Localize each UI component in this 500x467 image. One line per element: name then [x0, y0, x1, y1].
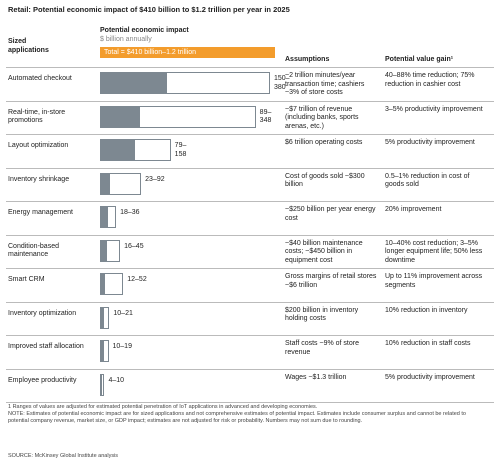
header-gain: Potential value gain¹: [385, 56, 454, 63]
low-bar: [100, 206, 109, 228]
application: Condition-based maintenance: [8, 242, 59, 259]
value-gain: 3–5% productivity improvement: [385, 105, 483, 113]
application: Layout optimization: [8, 142, 69, 149]
value-gain: 10% reduction in inventory: [385, 306, 468, 314]
row-separator: [6, 234, 494, 236]
row-separator: [6, 402, 494, 403]
header-applications: Sized applications: [8, 38, 49, 54]
value-gain: Up to 11% improvement across segments: [385, 273, 483, 289]
value-gain: 5% productivity improvement: [385, 373, 475, 381]
application: Inventory shrinkage: [8, 175, 70, 183]
low-bar: [100, 239, 108, 262]
assumption: Staff costs ~9% of store revenue: [285, 340, 359, 356]
source: SOURCE: McKinsey Global Institute analys…: [8, 453, 119, 459]
range-label: 79–158: [174, 142, 187, 158]
row-separator: [6, 335, 494, 336]
application: Employee productivity: [8, 376, 77, 384]
assumption: $200 billion in inventory holding costs: [285, 306, 359, 323]
low-bar: [100, 105, 140, 128]
low-bar: [100, 172, 111, 195]
assumption: Wages ~$1.3 trillion: [285, 373, 347, 381]
value-gain: 10% reduction in staff costs: [385, 340, 471, 347]
value-gain: 10–40% cost reduction; 3–5% longer equip…: [385, 239, 483, 264]
row-separator: [6, 67, 494, 68]
application: Real-time, in-store promotions: [8, 108, 66, 125]
assumption: ~$7 trillion of revenue (including banks…: [285, 105, 359, 130]
application: Improved staff allocation: [8, 343, 84, 350]
header-assumptions: Assumptions: [285, 56, 330, 63]
value-gain: 5% productivity improvement: [385, 139, 475, 146]
row-separator: [6, 100, 494, 102]
low-bar: [100, 273, 106, 295]
application: Inventory optimization: [8, 309, 77, 317]
application: Energy management: [8, 209, 73, 216]
range-label: 4–10: [108, 376, 125, 384]
row-separator: [6, 301, 494, 303]
low-bar: [100, 139, 136, 161]
note: NOTE: Estimates of potential economic im…: [8, 411, 466, 424]
value-gain: 20% improvement: [385, 206, 442, 213]
application: Smart CRM: [8, 276, 45, 283]
range-label: 12–52: [127, 276, 147, 283]
range-label: 10–19: [112, 343, 132, 350]
assumption: ~$40 billion maintenance costs; ~$450 bi…: [285, 239, 363, 264]
assumption: Cost of goods sold ~$300 billion: [285, 172, 365, 189]
range-label: 10–21: [113, 309, 133, 317]
low-bar: [100, 306, 105, 329]
row-separator: [6, 268, 494, 269]
range-label: 23–92: [145, 175, 165, 183]
range-label: 16–45: [124, 242, 144, 250]
range-label: 150–380: [274, 75, 290, 91]
total-banner: Total = $410 billion–1.2 trillion: [100, 47, 275, 58]
value-gain: 40–88% time reduction; 75% reduction in …: [385, 72, 475, 88]
low-bar: [100, 72, 168, 94]
application: Automated checkout: [8, 75, 72, 82]
low-bar: [100, 373, 102, 396]
row-separator: [6, 167, 494, 169]
assumption: Gross margins of retail stores ~$6 trill…: [285, 273, 377, 289]
assumption: ~2 trillion minutes/year transaction tim…: [285, 72, 365, 96]
value-gain: 0.5–1% reduction in cost of goods sold: [385, 172, 470, 189]
title: Retail: Potential economic impact of $41…: [8, 5, 290, 14]
row-separator: [6, 201, 494, 202]
footnote: 1 Ranges of values are adjusted for esti…: [8, 404, 318, 410]
row-separator: [6, 368, 494, 370]
header-unit: $ billion annually: [100, 36, 152, 43]
header-impact: Potential economic impact: [100, 27, 189, 34]
assumption: $6 trillion operating costs: [285, 139, 363, 146]
range-label: 18–36: [120, 209, 140, 216]
range-label: 89–348: [259, 108, 272, 125]
row-separator: [6, 134, 494, 135]
assumption: ~$250 billion per year energy cost: [285, 206, 376, 222]
low-bar: [100, 340, 105, 362]
